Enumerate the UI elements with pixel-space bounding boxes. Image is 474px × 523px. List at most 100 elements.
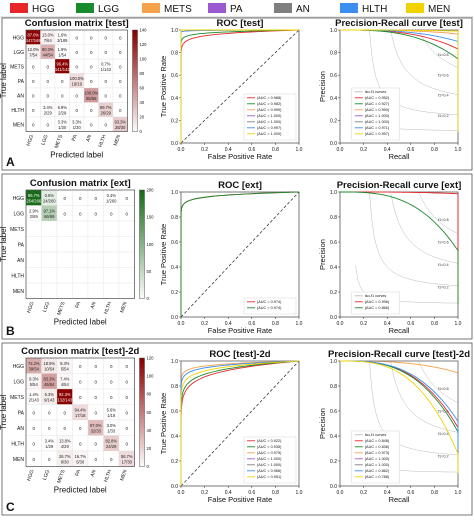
plot-title: Precision-Recall curve [test]	[335, 18, 463, 29]
x-tick-label: 0.6	[248, 490, 255, 496]
cm-col-label: HGG	[26, 469, 36, 482]
y-tick-label: 0.4	[171, 96, 178, 102]
colorbar-segment	[132, 111, 138, 115]
cm-cell-zero: 0	[46, 79, 49, 84]
y-tick-label: 0.8	[330, 51, 337, 57]
pr-plot-b: Precision-Recall curve [ext] 0.00.0 0.2 0.2…	[318, 180, 462, 335]
cm-cell-pct: 93.3%	[114, 119, 126, 124]
colorbar-segment	[139, 208, 145, 213]
y-axis-label: True Positive Rate	[159, 393, 168, 454]
pr-series-line	[340, 360, 459, 474]
colorbar-tick: 120	[140, 42, 148, 47]
roc-plot-b: ROC [ext] 0.00.0 0.2 0.2 0.4 0.4 0.6 0.6 0.8 0.8 1…	[159, 180, 303, 335]
cm-cell-zero: 0	[94, 457, 97, 462]
cm-row-label: AN	[17, 258, 24, 264]
y-tick-label: 1.0	[171, 359, 178, 365]
colorbar-tick: 100	[147, 242, 155, 247]
roc-series-line	[180, 360, 300, 487]
colorbar-tick: 0	[140, 129, 143, 134]
colorbar-segment	[132, 73, 138, 78]
colorbar-segment	[132, 80, 138, 85]
pr-plot-a: Precision-Recall curve [test] 0.00.0 0.2 0.…	[318, 18, 463, 161]
roc-series-line	[180, 360, 300, 487]
cm-cell-count: 24/29	[106, 444, 117, 449]
cm-row-label: AN	[17, 93, 24, 99]
cm-cell-count: 10/54	[44, 366, 55, 371]
cm-cell-count: 66/69	[44, 214, 55, 219]
confusion-matrix-b: Confusion matrix [ext] 96.7%254/2660.6%24…	[0, 178, 154, 327]
cm-cell-count: 17/18	[75, 413, 86, 418]
colorbar-segment	[132, 90, 138, 95]
cm-col-label: MEN	[119, 301, 129, 314]
y-tick-label: 1.0	[171, 28, 178, 34]
x-tick-label: 0.2	[360, 321, 367, 327]
colorbar-tick: 80	[147, 392, 152, 397]
pr-legend-entry: (AUC = 0.952)	[365, 96, 390, 100]
colorbar-segment	[139, 444, 145, 449]
cm-cell-count: 1/143	[101, 67, 112, 72]
cm-cell-zero: 0	[110, 379, 113, 384]
colorbar-segment	[139, 462, 145, 467]
cm-cell-count: 19/19	[72, 81, 83, 86]
cm-cell-count: 26/29	[101, 110, 112, 115]
roc-legend-entry: (AUC = 1.000)	[257, 457, 282, 461]
legend-label-pa: PA	[230, 4, 243, 15]
colorbar-segment	[139, 433, 145, 438]
cm-cell-pct: 56.7%	[121, 454, 133, 459]
roc-legend-entry: (AUC = 0.966)	[257, 469, 282, 473]
legend-swatch-men	[406, 3, 424, 13]
cm-cell-zero: 0	[94, 379, 97, 384]
cm-cell-zero: 0	[75, 64, 78, 69]
panel-frame-b	[1, 173, 473, 340]
cm-cell-count: 44/54	[43, 52, 54, 57]
cm-cell-count: 141/143	[55, 67, 71, 72]
x-axis-label: Recall	[389, 152, 410, 161]
cm-cell-pct: 92.3%	[59, 392, 71, 397]
cm-cell-zero: 0	[32, 457, 35, 462]
colorbar-segment	[139, 211, 145, 216]
cm-cell	[87, 236, 104, 253]
colorbar-border	[132, 29, 138, 132]
pr-legend-box	[351, 430, 400, 484]
cm-cell	[118, 236, 135, 253]
cm-cell-count: 7/54	[29, 52, 38, 57]
cm-cell	[41, 220, 58, 237]
colorbar-segment	[132, 84, 138, 88]
cm-cell-zero: 0	[104, 93, 107, 98]
x-tick-label: 0.0	[178, 490, 185, 496]
y-tick-label: 0.6	[171, 409, 178, 415]
x-axis-label: Recall	[389, 326, 410, 335]
cm-cell-zero: 0	[110, 395, 113, 400]
cm-cell-zero: 0	[90, 50, 93, 55]
cm-cell-zero: 0	[125, 441, 128, 446]
y-tick-label: 0.2	[330, 118, 337, 124]
x-tick-label: 0.2	[360, 490, 367, 496]
x-axis-label: False Positive Rate	[208, 326, 273, 335]
colorbar-segment	[139, 379, 145, 384]
colorbar-segment	[139, 215, 145, 220]
cm-cell-zero: 0	[104, 35, 107, 40]
cm-cell-pct: 6.3%	[45, 392, 55, 397]
colorbar-segment	[132, 104, 138, 109]
panel-frame-a	[1, 17, 473, 171]
cm-cell-pct: 100.0%	[70, 76, 84, 81]
cm-cell-zero: 0	[125, 426, 128, 431]
cm-cell-count: 2/69	[30, 214, 39, 219]
roc-legend-entry: (AUC = 0.982)	[257, 102, 282, 106]
cm-row-label: PA	[18, 79, 25, 85]
cm-cell-pct: 3.4%	[45, 438, 55, 443]
cm-cell-zero: 0	[75, 93, 78, 98]
cm-col-label: LGG	[40, 134, 49, 146]
cm-col-label: METS	[56, 301, 67, 317]
colorbar-tick: 150	[147, 215, 155, 220]
cm-cell	[56, 282, 73, 299]
cm-cell-pct: 97.0%	[90, 423, 102, 428]
x-tick-label: 0.8	[272, 147, 279, 153]
iso-f1-label: f1=0.8	[438, 218, 449, 222]
cm-cell-count: 32/33	[91, 428, 102, 433]
x-tick-label: 0.6	[248, 147, 255, 153]
cm-cell-count: 1/29	[45, 444, 54, 449]
cm-cell-zero: 0	[61, 79, 64, 84]
roc-legend-box	[243, 436, 297, 484]
